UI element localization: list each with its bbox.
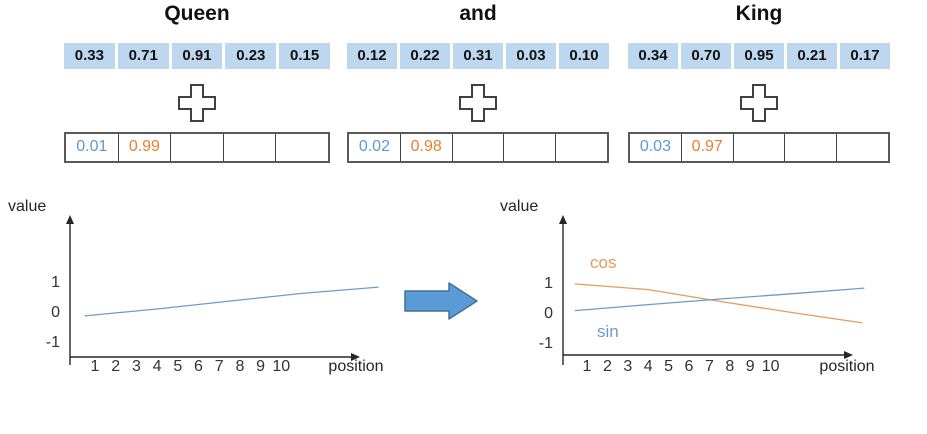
- embedding-cell: 0.23: [225, 43, 277, 69]
- word-title: and: [459, 2, 497, 25]
- positional-cell: [276, 134, 328, 161]
- plus-icon: [459, 84, 497, 122]
- x-tick-label: 2: [111, 358, 120, 375]
- positional-cell: 0.01: [66, 134, 119, 161]
- positional-cell: [224, 134, 277, 161]
- word-column-queen: Queen 0.33 0.71 0.91 0.23 0.15 0.01 0.99: [64, 0, 330, 170]
- x-tick-label: 5: [173, 358, 182, 375]
- x-tick-label: 9: [256, 358, 265, 375]
- y-tick-label: -1: [539, 335, 553, 352]
- y-axis-title: value: [500, 198, 538, 215]
- x-tick-label: 7: [215, 358, 224, 375]
- cos-curve: [574, 283, 863, 324]
- embedding-cell: 0.33: [64, 43, 115, 69]
- x-axis-title: position: [328, 358, 383, 375]
- x-axis-arrowhead: [844, 351, 853, 359]
- x-tick-label: 6: [194, 358, 203, 375]
- positional-cell: [785, 134, 838, 161]
- positional-row: 0.01 0.99: [64, 132, 330, 163]
- x-tick-label: 4: [153, 358, 162, 375]
- y-tick-label: 1: [544, 275, 553, 292]
- word-column-and: and 0.12 0.22 0.31 0.03 0.10 0.02 0.98: [347, 0, 609, 170]
- positional-cell: [453, 134, 505, 161]
- y-tick-label: 0: [544, 305, 553, 322]
- y-axis-title: value: [8, 198, 46, 215]
- x-tick-label: 5: [664, 358, 673, 375]
- positional-cell: [734, 134, 786, 161]
- x-tick-label: 7: [705, 358, 714, 375]
- x-axis-arrowhead: [351, 353, 360, 361]
- positional-row: 0.03 0.97: [628, 132, 890, 163]
- embedding-cell: 0.70: [681, 43, 731, 69]
- positional-row: 0.02 0.98: [347, 132, 609, 163]
- sin-curve-label: sin: [597, 322, 619, 341]
- word-column-king: King 0.34 0.70 0.95 0.21 0.17 0.03 0.97: [628, 0, 890, 170]
- positional-cell: [837, 134, 888, 161]
- positional-cell: [504, 134, 557, 161]
- x-tick-label: 1: [583, 358, 592, 375]
- positional-cell: 0.98: [401, 134, 453, 161]
- embedding-cell: 0.21: [787, 43, 837, 69]
- positional-cell: 0.02: [349, 134, 401, 161]
- embedding-cell: 0.03: [506, 43, 556, 69]
- embedding-cell: 0.95: [734, 43, 784, 69]
- x-axis-title: position: [819, 358, 874, 375]
- plus-icon: [178, 84, 216, 122]
- embedding-cell: 0.22: [400, 43, 450, 69]
- word-title: King: [735, 2, 783, 25]
- x-tick-label: 10: [762, 358, 780, 375]
- embedding-row: 0.33 0.71 0.91 0.23 0.15: [64, 43, 330, 69]
- x-tick-label: 3: [132, 358, 141, 375]
- embedding-row: 0.34 0.70 0.95 0.21 0.17: [628, 43, 890, 69]
- sin-curve: [84, 286, 379, 317]
- x-tick-label: 3: [623, 358, 632, 375]
- positional-cell: 0.99: [119, 134, 172, 161]
- x-tick-label: 2: [603, 358, 612, 375]
- embedding-cell: 0.71: [117, 43, 169, 69]
- transform-arrow-shape: [404, 282, 478, 320]
- positional-cell: [556, 134, 607, 161]
- cos-curve-label: cos: [590, 253, 616, 272]
- embedding-row: 0.12 0.22 0.31 0.03 0.10: [347, 43, 609, 69]
- positional-cell: 0.03: [630, 134, 682, 161]
- sin-curve: [574, 287, 865, 312]
- plus-icon: [740, 84, 778, 122]
- y-tick-label: 1: [51, 274, 60, 291]
- positional-cell: [171, 134, 224, 161]
- embedding-cell: 0.34: [628, 43, 678, 69]
- transform-arrow: [404, 282, 478, 325]
- embedding-cell: 0.12: [347, 43, 397, 69]
- x-tick-label: 4: [644, 358, 653, 375]
- y-tick-label: 0: [51, 304, 60, 321]
- word-title: Queen: [164, 2, 230, 25]
- y-axis-arrowhead: [66, 215, 74, 224]
- embedding-cell: 0.91: [171, 43, 223, 69]
- x-tick-label: 10: [272, 358, 290, 375]
- positional-cell: 0.97: [682, 134, 734, 161]
- embedding-cell: 0.17: [840, 43, 890, 69]
- embedding-cell: 0.15: [279, 43, 330, 69]
- x-tick-label: 6: [685, 358, 694, 375]
- x-tick-label: 8: [235, 358, 244, 375]
- y-tick-label: -1: [46, 334, 60, 351]
- x-tick-label: 8: [725, 358, 734, 375]
- embedding-cell: 0.31: [453, 43, 503, 69]
- x-tick-label: 9: [746, 358, 755, 375]
- y-axis-arrowhead: [559, 215, 567, 224]
- embedding-cell: 0.10: [559, 43, 609, 69]
- x-tick-label: 1: [91, 358, 100, 375]
